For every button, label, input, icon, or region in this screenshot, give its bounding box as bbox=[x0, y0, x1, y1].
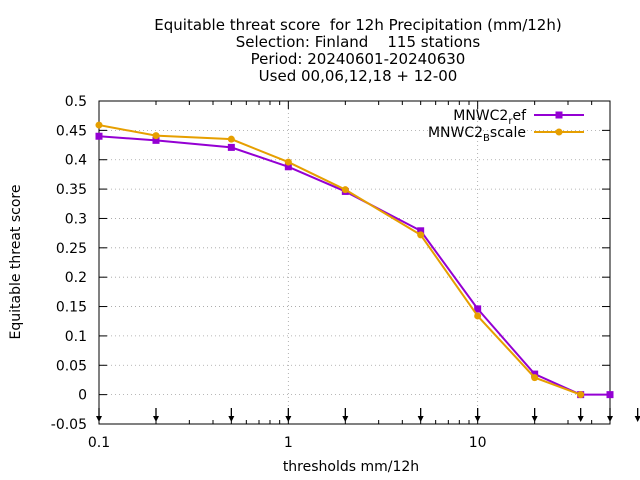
series-point-1 bbox=[417, 231, 425, 239]
series-point-1 bbox=[95, 121, 103, 129]
threshold-marker-head bbox=[634, 416, 640, 422]
x-axis-label: thresholds mm/12h bbox=[283, 459, 419, 475]
threshold-marker-head bbox=[417, 416, 424, 422]
threshold-marker-head bbox=[152, 416, 159, 422]
series-point-0 bbox=[227, 143, 235, 151]
series-point-0 bbox=[474, 305, 482, 313]
legend-marker bbox=[555, 111, 563, 119]
series-point-1 bbox=[577, 391, 585, 399]
x-axis: 0.1 1 10 bbox=[88, 101, 611, 451]
series-point-1 bbox=[474, 312, 482, 320]
y-tick-label: 0 bbox=[78, 388, 87, 404]
series-point-0 bbox=[152, 136, 160, 144]
threshold-marker-head bbox=[607, 416, 613, 422]
series-point-1 bbox=[531, 374, 539, 382]
title-line: Selection: Finland 115 stations bbox=[236, 33, 481, 51]
y-tick-label: 0.35 bbox=[56, 182, 87, 198]
legend-label: MNWC2ref bbox=[453, 108, 527, 127]
series-line-1 bbox=[98, 124, 582, 396]
series-point-0 bbox=[284, 163, 292, 171]
threshold-marker-head bbox=[474, 416, 481, 422]
title-line: Used 00,06,12,18 + 12-00 bbox=[259, 67, 458, 85]
y-tick-label: 0.3 bbox=[65, 211, 87, 227]
title-line: Period: 20240601-20240630 bbox=[251, 50, 466, 68]
series-point-0 bbox=[95, 132, 103, 140]
y-tick-label: 0.5 bbox=[65, 94, 87, 110]
series-point-1 bbox=[152, 132, 160, 140]
y-axis-label: Equitable threat score bbox=[8, 185, 24, 340]
threshold-marker-head bbox=[577, 416, 584, 422]
series-point-1 bbox=[341, 186, 349, 194]
series bbox=[95, 121, 614, 399]
legend-label: MNWC2Bscale bbox=[428, 125, 526, 144]
legend-marker bbox=[555, 128, 563, 136]
threshold-marker-head bbox=[228, 416, 235, 422]
threshold-markers bbox=[96, 408, 640, 422]
series-point-0 bbox=[531, 370, 539, 378]
title-line: Equitable threat score for 12h Precipita… bbox=[154, 16, 561, 34]
y-tick-label: 0.4 bbox=[65, 153, 87, 169]
threshold-marker-head bbox=[96, 416, 102, 422]
series-point-1 bbox=[284, 158, 292, 166]
threshold-marker-head bbox=[285, 416, 292, 422]
series-point-0 bbox=[417, 227, 425, 235]
x-tick-label: 10 bbox=[469, 435, 487, 451]
threshold-marker-head bbox=[342, 416, 349, 422]
y-tick-label: 0.1 bbox=[65, 329, 87, 345]
x-tick-label: 1 bbox=[284, 435, 293, 451]
y-tick-label: -0.05 bbox=[51, 417, 87, 433]
y-axis: 0.5 0.45 0.4 0.35 0.3 0.25 0.2 0.15 0.1 0.05 0 -0.0… bbox=[51, 94, 610, 433]
y-tick-label: 0.15 bbox=[56, 300, 87, 316]
x-tick-label: 0.1 bbox=[88, 435, 110, 451]
plot-frame bbox=[98, 100, 611, 425]
y-tick-label: 0.05 bbox=[56, 358, 87, 374]
series-point-0 bbox=[606, 391, 614, 399]
y-tick-label: 0.25 bbox=[56, 241, 87, 257]
threshold-marker-head bbox=[531, 416, 538, 422]
chart-title: Equitable threat score for 12h Precipita… bbox=[154, 16, 561, 85]
series-line-0 bbox=[98, 135, 610, 396]
y-tick-label: 0.45 bbox=[56, 123, 87, 139]
y-tick-label: 0.2 bbox=[65, 270, 87, 286]
series-point-1 bbox=[227, 135, 235, 143]
